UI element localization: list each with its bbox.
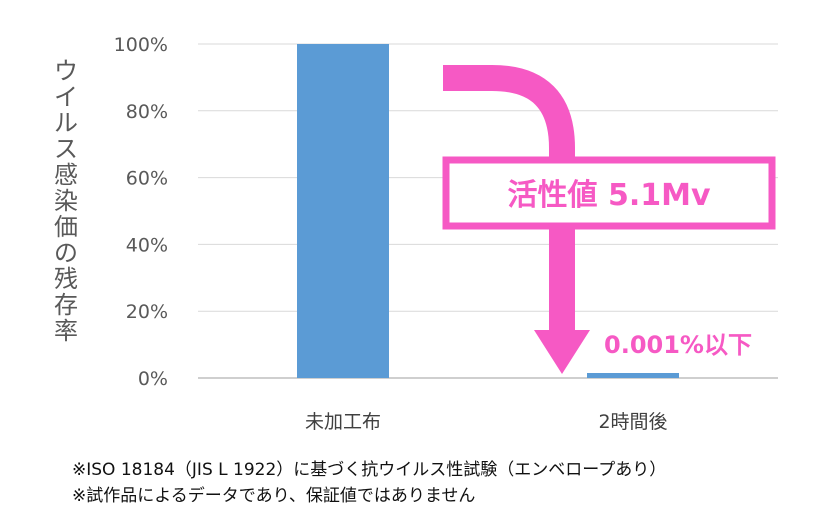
gridlines xyxy=(198,43,778,379)
bar-chart: 0% 20% 40% 60% 80% 100% 未加工布 2時間後 活性値 5.1Mv 0.… xyxy=(114,34,778,433)
activity-value-label: 活性値 5.1Mv xyxy=(508,178,711,213)
footnote-disclaimer: ※試作品によるデータであり、保証値ではありません xyxy=(72,486,476,506)
footnote-test-standard: ※ISO 18184（JIS L 1922）に基づく抗ウイルス性試験（エンベロー… xyxy=(72,460,667,480)
below-threshold-label: 0.001%以下 xyxy=(604,331,752,359)
category-label: 2時間後 xyxy=(598,411,667,433)
y-axis-title-char: 残 xyxy=(54,265,78,293)
y-axis-title-char: イ xyxy=(54,83,78,111)
y-axis-title-char: ス xyxy=(54,135,78,163)
y-axis-title-char: 率 xyxy=(54,317,78,345)
y-tick-label: 100% xyxy=(114,34,168,56)
y-axis-title-char: の xyxy=(54,239,78,267)
y-axis-title-char: ル xyxy=(54,109,78,137)
y-axis-title-char: ウ xyxy=(54,57,78,85)
y-tick-labels: 0% 20% 40% 60% 80% 100% xyxy=(114,34,168,390)
y-tick-label: 20% xyxy=(126,301,168,323)
y-tick-label: 80% xyxy=(126,101,168,123)
y-tick-label: 60% xyxy=(126,168,168,190)
y-tick-label: 40% xyxy=(126,234,168,256)
bar xyxy=(587,373,679,378)
bars xyxy=(297,44,679,378)
drop-arrow-head xyxy=(534,330,590,374)
y-axis-title-char: 感 xyxy=(54,161,78,189)
y-tick-label: 0% xyxy=(138,368,168,390)
bar xyxy=(297,44,389,378)
category-label: 未加工布 xyxy=(305,411,381,433)
y-axis-title-char: 染 xyxy=(54,187,78,215)
y-axis-title-char: 価 xyxy=(54,213,78,241)
activity-box xyxy=(442,156,776,230)
y-axis-title: ウイルス感染価の残存率 xyxy=(52,58,80,344)
category-labels: 未加工布 2時間後 xyxy=(305,411,668,433)
y-axis-title-char: 存 xyxy=(54,291,78,319)
drop-arrow-shaft xyxy=(443,65,575,335)
